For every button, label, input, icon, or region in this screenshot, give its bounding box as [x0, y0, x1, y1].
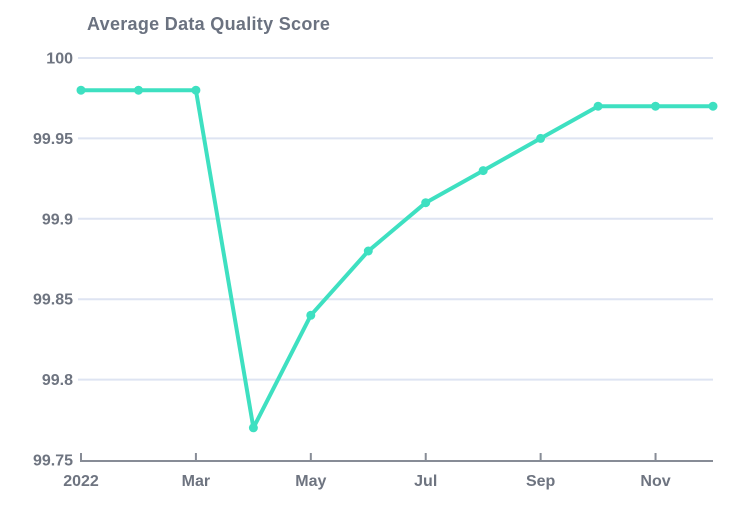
data-point — [134, 85, 143, 95]
y-axis-tick-label: 100 — [46, 51, 73, 68]
y-axis-tick-label: 99.9 — [42, 211, 73, 228]
x-axis-tick-label: Nov — [640, 473, 670, 490]
y-axis-tick-label: 99.75 — [33, 453, 73, 470]
x-axis-tick-label: Jul — [414, 473, 437, 490]
x-axis-tick-label: Mar — [182, 473, 210, 490]
data-point — [363, 246, 373, 256]
y-axis-tick-label: 99.95 — [33, 131, 73, 148]
data-point — [651, 101, 660, 111]
data-point — [536, 133, 546, 143]
y-axis-tick-label: 99.8 — [42, 372, 73, 389]
series-line — [79, 88, 715, 430]
x-axis-tick-label: 2022 — [63, 473, 99, 490]
data-point — [248, 423, 258, 433]
data-point — [593, 101, 603, 111]
x-axis-tick-label: Sep — [526, 473, 556, 490]
data-point — [191, 85, 201, 95]
data-point — [306, 310, 316, 320]
data-point — [708, 101, 718, 111]
chart-title: Average Data Quality Score — [87, 14, 331, 34]
x-axis-tick-label: May — [295, 473, 326, 490]
data-point — [76, 85, 86, 95]
data-point — [478, 166, 488, 176]
y-axis-tick-label: 99.85 — [33, 292, 73, 309]
data-point — [421, 198, 431, 208]
